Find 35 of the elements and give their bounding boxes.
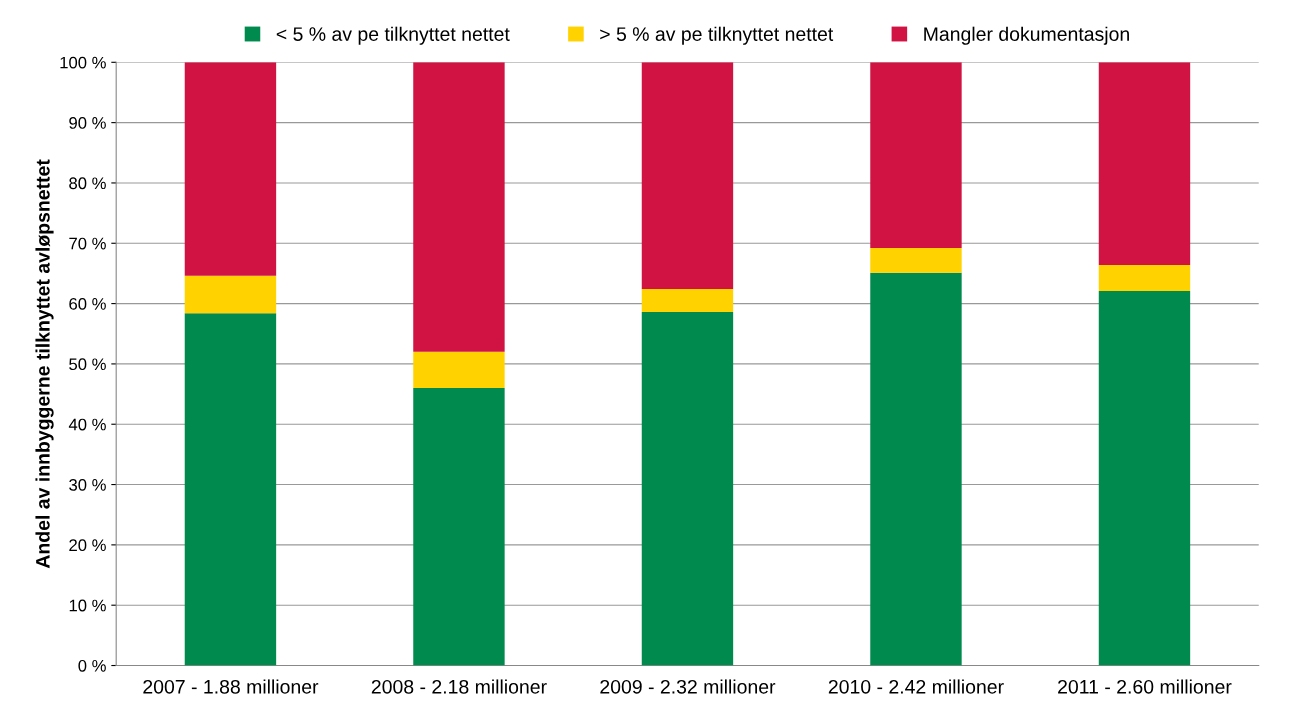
legend-label: > 5 % av pe tilknyttet nettet <box>600 26 834 45</box>
y-tick-label: 40 % <box>68 418 106 431</box>
bar <box>1098 264 1191 291</box>
bar <box>184 275 277 314</box>
x-tick-label: 2009 - 2.32 millioner <box>600 679 776 694</box>
y-tick-label: 70 % <box>69 237 106 250</box>
legend-label: Mangler dokumentasjon <box>924 26 1129 45</box>
bar <box>641 289 734 313</box>
y-axis-title: Andel av innbyggerne tilknyttet avløpsnettet <box>35 159 54 569</box>
bar <box>413 62 505 352</box>
y-tick-label: 10 % <box>69 599 106 612</box>
y-tick-label: 30 % <box>69 478 106 491</box>
y-tick-label: 50 % <box>69 358 106 371</box>
y-tick-label: 20 % <box>69 539 106 552</box>
y-tick-label: 80 % <box>69 177 106 190</box>
y-tick-label: 90 % <box>69 117 106 129</box>
bar <box>870 272 962 666</box>
bar <box>413 388 505 666</box>
bar <box>184 313 277 666</box>
y-tick-label: 0 % <box>78 659 106 672</box>
legend-label: < 5 % av pe tilknyttet nettet <box>276 26 510 45</box>
y-tick-label: 100 % <box>60 56 106 69</box>
bar <box>641 312 734 666</box>
bar <box>870 62 962 249</box>
bar <box>870 248 962 273</box>
x-tick-label: 2007 - 1.88 millioner <box>143 679 319 694</box>
x-tick-label: 2008 - 2.18 millioner <box>371 679 547 694</box>
bar <box>1098 62 1191 265</box>
x-tick-label: 2011 - 2.60 millioner <box>1058 679 1232 694</box>
bar <box>184 62 277 276</box>
bar <box>1098 290 1191 666</box>
y-tick-label: 60 % <box>69 297 106 310</box>
x-tick-label: 2010 - 2.42 millioner <box>828 679 1004 694</box>
bar <box>413 351 505 389</box>
bar <box>641 62 734 290</box>
